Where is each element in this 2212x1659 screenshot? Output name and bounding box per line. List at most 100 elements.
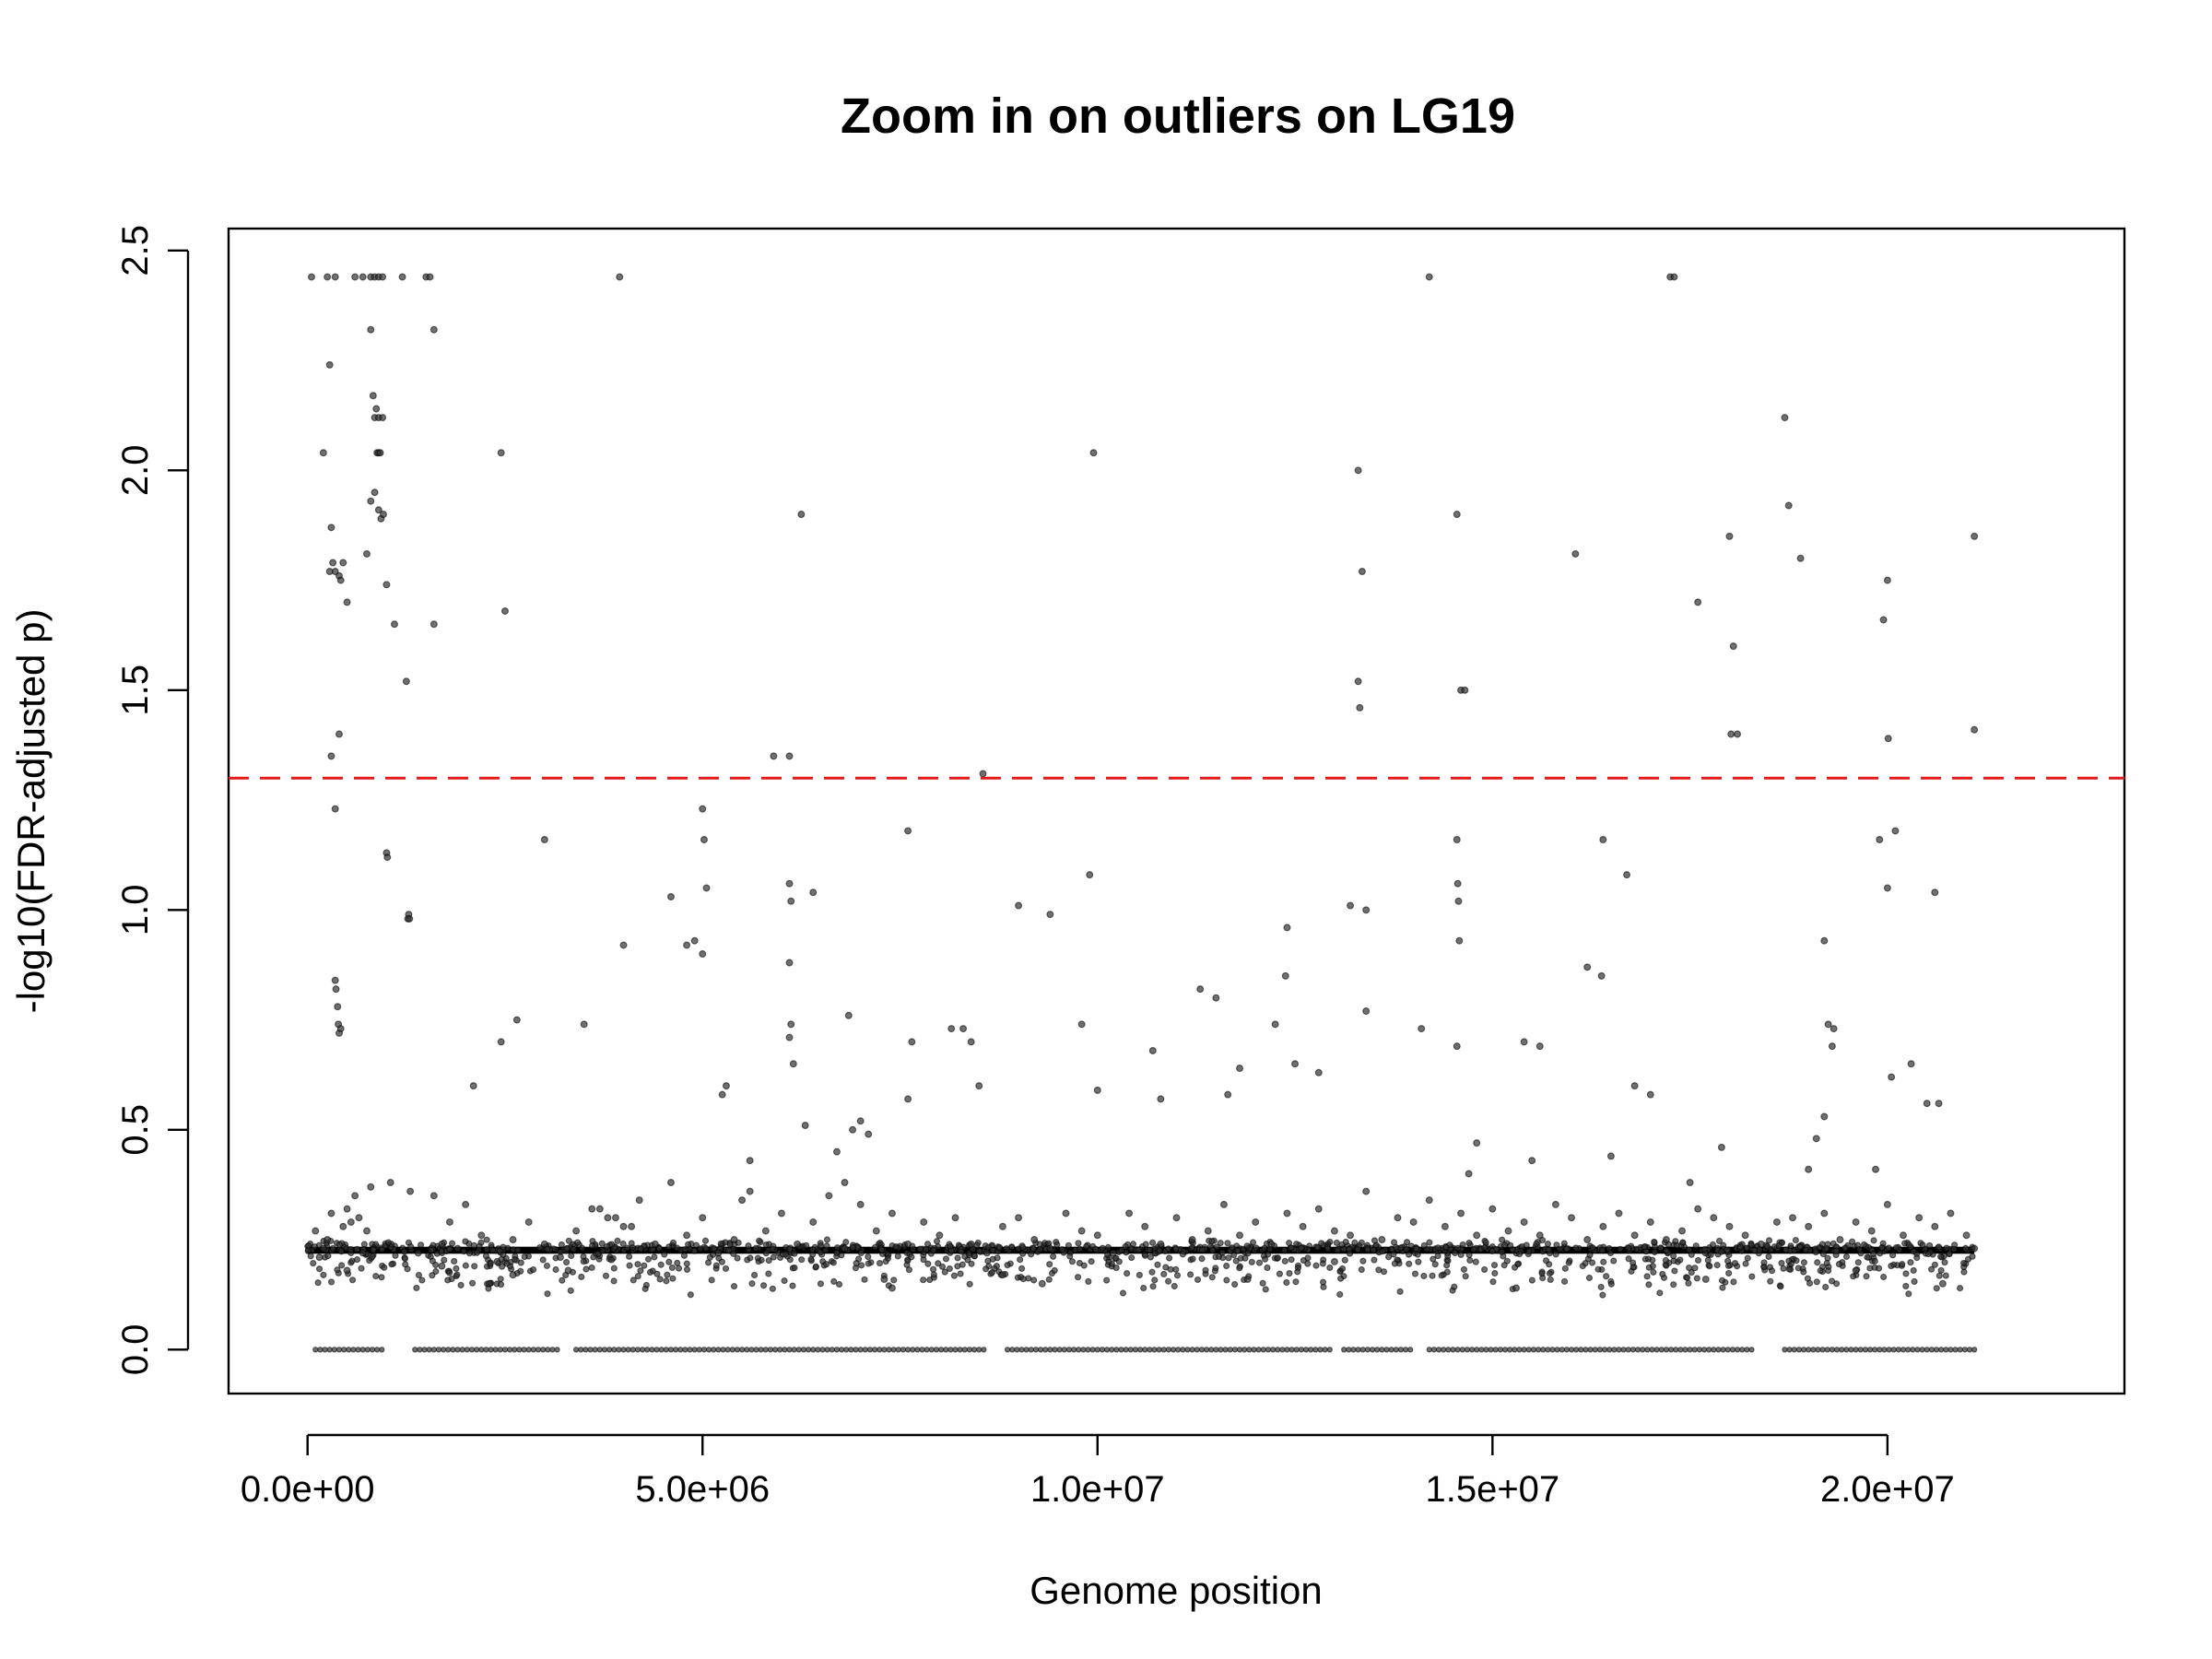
zero-point bbox=[1663, 1347, 1670, 1353]
baseline-point bbox=[1800, 1259, 1808, 1266]
baseline-point bbox=[360, 1241, 368, 1248]
baseline-point bbox=[1264, 1264, 1271, 1272]
baseline-point bbox=[626, 1262, 633, 1269]
zero-point bbox=[1483, 1347, 1489, 1353]
baseline-point bbox=[1969, 1253, 1976, 1260]
baseline-point bbox=[894, 1253, 901, 1260]
zero-point bbox=[1937, 1347, 1945, 1353]
baseline-point bbox=[1663, 1247, 1670, 1254]
baseline-point bbox=[1937, 1253, 1945, 1261]
data-point bbox=[1820, 1112, 1829, 1121]
baseline-point bbox=[334, 1266, 341, 1274]
data-point bbox=[1717, 1143, 1725, 1151]
baseline-point bbox=[954, 1254, 961, 1262]
baseline-point bbox=[429, 1257, 437, 1265]
zero-point bbox=[464, 1347, 471, 1353]
baseline-point bbox=[871, 1243, 879, 1251]
baseline-point bbox=[1171, 1282, 1178, 1290]
baseline-point bbox=[1544, 1241, 1552, 1248]
zero-point bbox=[653, 1347, 660, 1353]
zero-point bbox=[525, 1347, 532, 1353]
zero-point bbox=[1018, 1347, 1025, 1353]
baseline-point bbox=[1673, 1241, 1680, 1249]
zero-point bbox=[805, 1347, 812, 1353]
zero-point bbox=[672, 1347, 679, 1353]
baseline-point bbox=[378, 1274, 385, 1281]
data-point bbox=[794, 1240, 802, 1248]
baseline-point bbox=[1706, 1263, 1713, 1270]
zero-point bbox=[549, 1347, 556, 1353]
zero-point bbox=[1076, 1347, 1082, 1353]
baseline-point bbox=[1156, 1247, 1163, 1254]
zero-point bbox=[738, 1347, 746, 1353]
baseline-point bbox=[500, 1251, 507, 1259]
zero-point bbox=[667, 1347, 675, 1353]
zero-point bbox=[1649, 1347, 1655, 1353]
baseline-point bbox=[1334, 1246, 1341, 1254]
y-tick-label: 2.5 bbox=[115, 225, 156, 276]
baseline-point bbox=[589, 1242, 596, 1250]
baseline-point bbox=[1208, 1238, 1216, 1245]
baseline-point bbox=[457, 1281, 465, 1288]
baseline-point bbox=[1236, 1265, 1243, 1272]
baseline-point bbox=[305, 1242, 312, 1250]
baseline-point bbox=[745, 1242, 752, 1250]
baseline-point bbox=[1499, 1236, 1506, 1243]
data-point bbox=[666, 1179, 675, 1187]
data-point bbox=[347, 1218, 355, 1226]
data-point bbox=[1630, 1231, 1639, 1240]
zero-point bbox=[340, 1347, 347, 1353]
baseline-point bbox=[908, 1253, 915, 1261]
baseline-point bbox=[1560, 1240, 1568, 1247]
zero-point bbox=[1241, 1347, 1248, 1353]
data-point bbox=[372, 405, 381, 413]
zero-point bbox=[1711, 1347, 1717, 1353]
baseline-point bbox=[1219, 1254, 1227, 1262]
baseline-point bbox=[471, 1263, 478, 1270]
data-point bbox=[1828, 1042, 1836, 1051]
zero-point bbox=[539, 1347, 547, 1353]
data-point bbox=[1805, 1165, 1813, 1173]
baseline-point bbox=[1393, 1243, 1400, 1251]
baseline-point bbox=[809, 1246, 817, 1253]
baseline-point bbox=[594, 1250, 602, 1257]
data-point bbox=[572, 1227, 581, 1235]
baseline-point bbox=[1354, 1246, 1361, 1253]
data-point bbox=[1219, 1200, 1228, 1208]
zero-point bbox=[459, 1347, 465, 1353]
baseline-point bbox=[704, 1259, 712, 1266]
baseline-point bbox=[598, 1240, 606, 1247]
baseline-point bbox=[798, 1256, 806, 1264]
baseline-point bbox=[1936, 1272, 1943, 1279]
data-point bbox=[1454, 897, 1463, 905]
baseline-point bbox=[1488, 1247, 1496, 1255]
baseline-point bbox=[1823, 1244, 1830, 1253]
baseline-point bbox=[1470, 1245, 1477, 1253]
x-tick-label: 2.0e+07 bbox=[1820, 1469, 1955, 1510]
baseline-point bbox=[665, 1258, 673, 1265]
zero-point bbox=[1123, 1347, 1129, 1353]
data-point bbox=[1947, 1209, 1955, 1218]
data-point bbox=[1473, 1231, 1481, 1240]
zero-point bbox=[1720, 1347, 1726, 1353]
zero-point bbox=[971, 1347, 978, 1353]
data-point bbox=[1141, 1222, 1149, 1230]
data-point bbox=[904, 827, 912, 835]
baseline-point bbox=[1902, 1282, 1910, 1290]
zero-point bbox=[450, 1347, 456, 1353]
data-point bbox=[1962, 1231, 1971, 1240]
baseline-point bbox=[625, 1253, 633, 1260]
data-point bbox=[1236, 1065, 1244, 1073]
zero-point bbox=[1497, 1347, 1504, 1353]
zero-point bbox=[649, 1347, 655, 1353]
baseline-point bbox=[1878, 1244, 1886, 1252]
data-point bbox=[801, 1122, 809, 1130]
baseline-point bbox=[762, 1241, 770, 1249]
data-point bbox=[406, 1187, 415, 1195]
baseline-point bbox=[1656, 1289, 1664, 1297]
baseline-point bbox=[1198, 1255, 1206, 1263]
baseline-point bbox=[1255, 1259, 1264, 1266]
baseline-point bbox=[1438, 1272, 1445, 1279]
baseline-point bbox=[1019, 1276, 1027, 1283]
